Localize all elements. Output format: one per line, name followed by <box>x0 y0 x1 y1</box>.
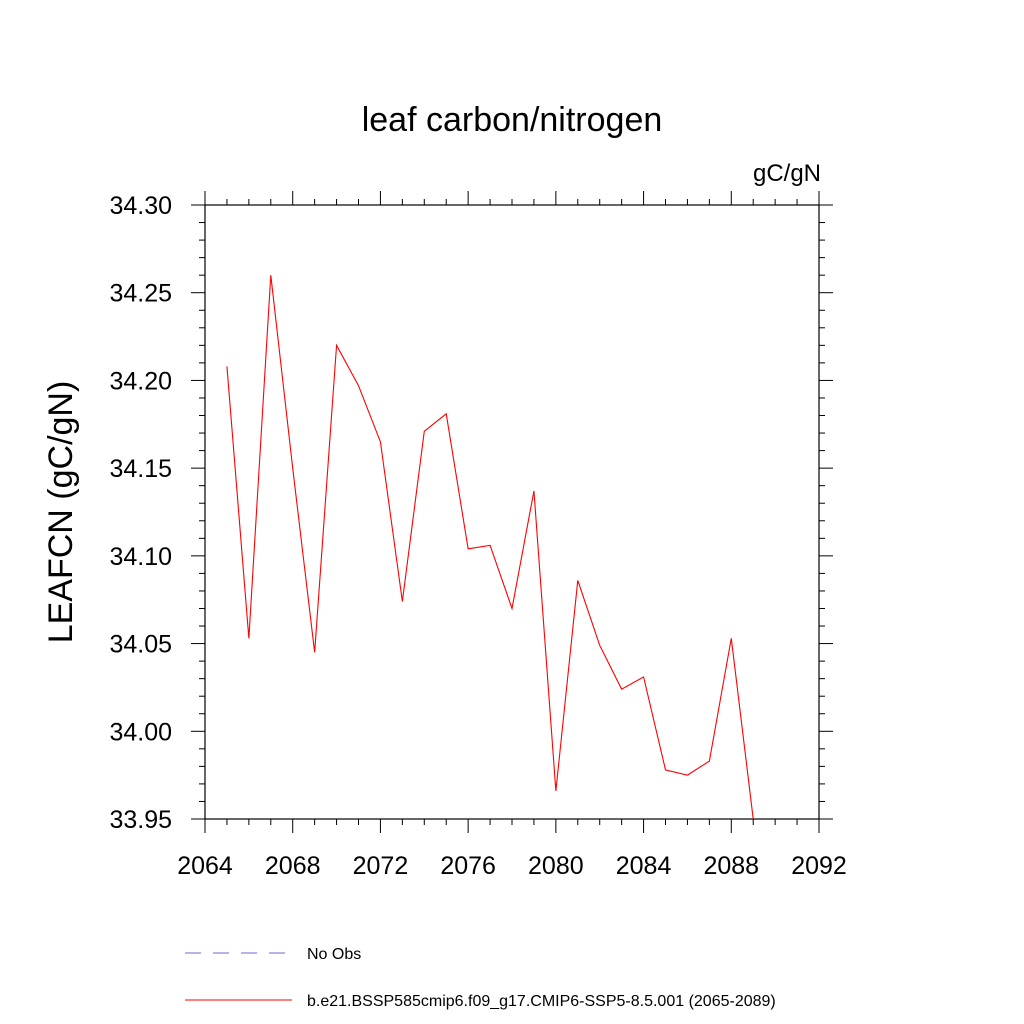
x-tick-label: 2088 <box>703 852 759 880</box>
x-tick-label: 2084 <box>616 852 672 880</box>
y-tick-label: 34.25 <box>109 280 172 308</box>
x-axis-ticks: 2064 2068 2072 2076 2080 2084 2088 2092 <box>177 191 847 880</box>
x-tick-label: 2064 <box>177 852 233 880</box>
chart-title: leaf carbon/nitrogen <box>362 101 663 139</box>
y-tick-label: 34.20 <box>109 367 172 395</box>
y-tick-label: 34.00 <box>109 718 172 746</box>
y-tick-label: 34.05 <box>109 631 172 659</box>
y-tick-label: 34.15 <box>109 455 172 483</box>
x-tick-label: 2080 <box>528 852 584 880</box>
x-tick-label: 2092 <box>791 852 847 880</box>
y-axis-ticks: 33.95 34.00 34.05 34.10 34.15 34.20 34.25 34.30 <box>109 192 833 834</box>
series-layer <box>226 275 754 820</box>
y-tick-label: 34.10 <box>109 543 172 571</box>
plot-frame <box>204 204 820 820</box>
legend-label: b.e21.BSSP585cmip6.f09_g17.CMIP6-SSP5-8.… <box>307 993 776 1010</box>
x-tick-label: 2076 <box>440 852 496 880</box>
x-tick-label: 2072 <box>353 852 409 880</box>
y-axis-label: LEAFCN (gC/gN) <box>42 381 80 644</box>
legend: No Obs b.e21.BSSP585cmip6.f09_g17.CMIP6-S… <box>185 946 776 1010</box>
x-tick-label: 2068 <box>265 852 321 880</box>
series-line <box>226 275 754 820</box>
y-tick-label: 34.30 <box>109 192 172 220</box>
units-label: gC/gN <box>753 160 821 187</box>
y-tick-label: 33.95 <box>109 806 172 834</box>
legend-label: No Obs <box>307 946 361 963</box>
